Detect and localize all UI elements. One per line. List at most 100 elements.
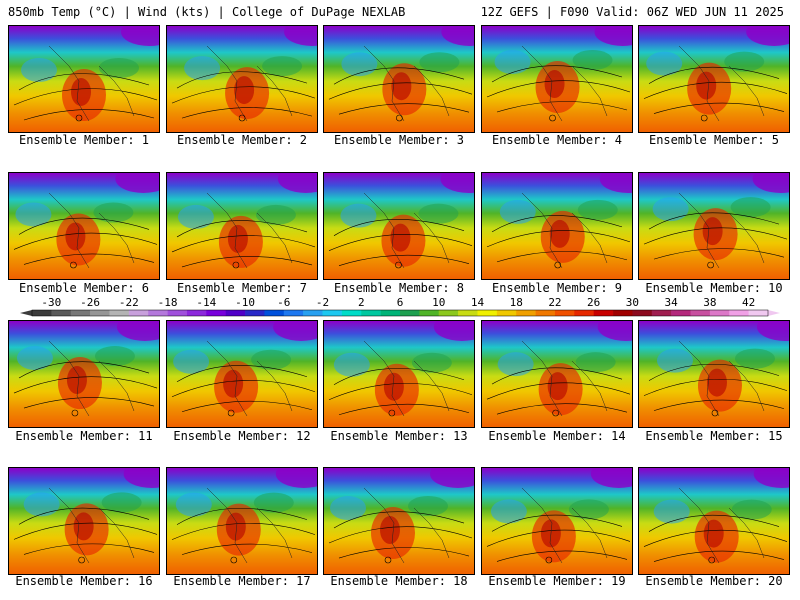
temperature-map [9,321,159,427]
temperature-map [167,321,317,427]
colorbar-tick-label: -10 [235,296,255,309]
ensemble-map-panel [638,172,790,280]
ensemble-map-panel [323,467,475,575]
colorbar-segment [90,310,110,316]
colorbar-segment [225,310,246,316]
colorbar-segment [341,310,362,316]
colorbar-tick-label: 10 [432,296,446,309]
temperature-map [639,321,789,427]
colorbar-segment [729,310,749,316]
colorbar-segment [186,310,207,316]
temperature-map [639,173,789,279]
ensemble-map-panel [8,467,160,575]
temperature-map [639,26,789,132]
colorbar-segment [264,310,285,316]
ensemble-map-panel [166,25,318,133]
temperature-map [9,468,159,574]
temperature-map [324,468,474,574]
colorbar-segment [458,310,478,316]
temperature-map [167,26,317,132]
ensemble-member-label: Ensemble Member: 4 [491,133,623,147]
colorbar-segment [593,310,614,316]
colorbar-scale [20,309,780,317]
ensemble-map-panel [8,320,160,428]
ensemble-member-label: Ensemble Member: 7 [176,281,308,295]
colorbar-segment [748,310,769,316]
colorbar-tick-label: 22 [548,296,562,309]
colorbar-segment [613,310,633,316]
colorbar-tick-label: 2 [357,296,365,309]
header: 850mb Temp (°C) | Wind (kts) | College o… [0,0,800,22]
ensemble-member-label: Ensemble Member: 19 [488,574,626,588]
colorbar-tick-label: 18 [509,296,523,309]
colorbar-tick-label: 26 [587,296,601,309]
ensemble-map-panel [323,320,475,428]
colorbar-segment [167,310,188,316]
ensemble-map-panel [166,320,318,428]
ensemble-map-panel [166,172,318,280]
temperature-map [167,468,317,574]
colorbar-tick-label: -30 [41,296,62,309]
ensemble-member-label: Ensemble Member: 6 [18,281,150,295]
temperature-map [639,468,789,574]
colorbar-tick-label: 30 [625,296,640,309]
ensemble-member-label: Ensemble Member: 11 [15,429,153,443]
product-title: 850mb Temp (°C) | Wind (kts) | College o… [8,5,406,19]
colorbar-tick-label: 34 [664,296,678,309]
colorbar-tick-label: 38 [703,296,717,309]
colorbar-tick-label: -14 [196,296,217,309]
colorbar-segment [477,310,498,316]
temperature-colorbar: -30 -26 -22 -18 -14 -10 -6 -2 2 6 10 14 18 22 26 30 34 38… [12,296,788,318]
colorbar-segment [709,310,730,316]
ensemble-map-panel [481,25,633,133]
colorbar-tick-label: -18 [157,296,178,309]
colorbar-segment [535,310,556,316]
temperature-map [324,321,474,427]
colorbar-segment [303,310,323,316]
colorbar-tick-label: 14 [470,296,485,309]
ensemble-map-panel [8,172,160,280]
ensemble-map-panel [638,25,790,133]
temperature-map [482,321,632,427]
temperature-map [324,173,474,279]
colorbar-segment [32,310,52,316]
ensemble-member-label: Ensemble Member: 13 [330,429,468,443]
colorbar-segment [128,310,149,316]
colorbar-segment [671,310,691,316]
colorbar-tick-label: 42 [742,296,756,309]
colorbar-segment [554,310,575,316]
ensemble-map-panel [481,320,633,428]
colorbar-segment [516,310,536,316]
colorbar-segment [574,310,594,316]
colorbar-segment [148,310,168,316]
colorbar-tick-label: -26 [80,296,101,309]
run-valid-time: 12Z GEFS | F090 Valid: 06Z WED JUN 11 20… [480,5,784,19]
ensemble-member-label: Ensemble Member: 2 [176,133,308,147]
ensemble-map-panel [166,467,318,575]
temperature-map [9,173,159,279]
ensemble-map-panel [323,25,475,133]
ensemble-map-panel [638,320,790,428]
ensemble-map-panel [638,467,790,575]
ensemble-map-panel [481,172,633,280]
ensemble-member-label: Ensemble Member: 1 [18,133,150,147]
colorbar-segment [206,310,226,316]
colorbar-tick-label: -6 [277,296,291,309]
colorbar-segment [109,310,130,316]
temperature-map [167,173,317,279]
colorbar-segment [70,310,91,316]
ensemble-member-label: Ensemble Member: 18 [330,574,468,588]
colorbar-segment [690,310,711,316]
colorbar-segment [283,310,304,316]
ensemble-map-panel [323,172,475,280]
colorbar-outline [31,309,769,317]
colorbar-segment [419,310,440,316]
colorbar-segment [496,310,517,316]
colorbar-segment [245,310,265,316]
colorbar-segment [322,310,343,316]
ensemble-member-label: Ensemble Member: 5 [648,133,780,147]
colorbar-segment [438,310,459,316]
ensemble-member-label: Ensemble Member: 14 [488,429,626,443]
colorbar-tick-label: 6 [396,296,404,309]
colorbar-right-arrow [768,310,780,316]
